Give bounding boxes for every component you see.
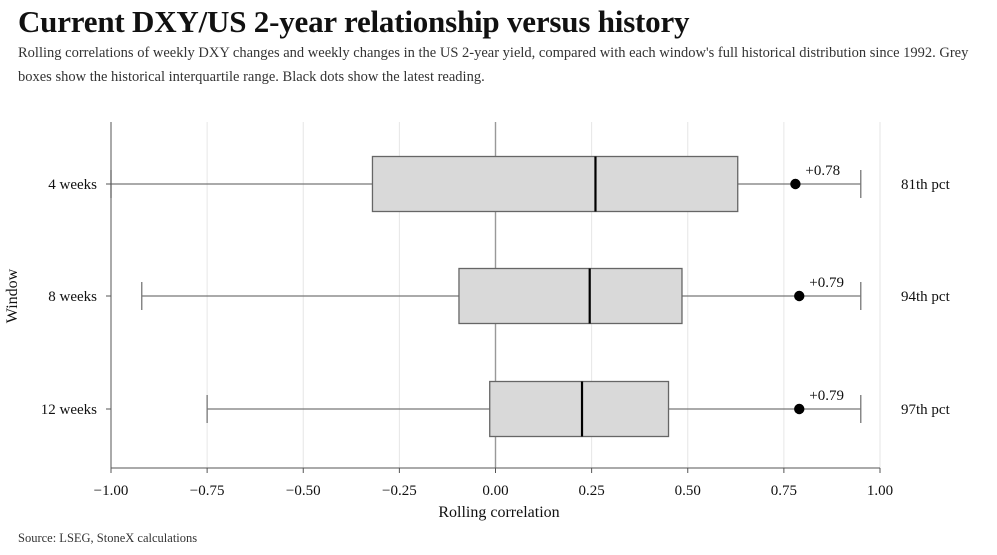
- iqr-box: [489, 380, 670, 438]
- percentile-label: 81th pct: [901, 177, 951, 193]
- box-layer: +0.78 81th pct +0.79 94th pct +0.79 97th pct: [110, 155, 951, 438]
- percentile-label: 97th pct: [901, 402, 951, 418]
- latest-reading-label: +0.79: [809, 275, 844, 291]
- latest-reading-dot: [794, 403, 805, 415]
- x-tick-label: −0.25: [382, 483, 417, 499]
- latest-reading-label: +0.78: [805, 163, 840, 179]
- iqr-box: [371, 155, 739, 213]
- x-tick-label: 0.00: [482, 483, 508, 499]
- x-tick-label: −0.75: [190, 483, 225, 499]
- chart-title: Current DXY/US 2-year relationship versu…: [18, 4, 690, 39]
- latest-reading-dot: [790, 178, 801, 190]
- x-tick-label: 0.25: [579, 483, 605, 499]
- x-tick-label: 0.75: [771, 483, 797, 499]
- x-tick-label: −0.50: [286, 483, 321, 499]
- y-tick-label: 8 weeks: [48, 289, 97, 305]
- axis-layer: −1.00 −0.75 −0.50 −0.25 0.00 0.25 0.50 0.75 1.00…: [41, 122, 893, 499]
- x-axis-title: Rolling correlation: [438, 504, 559, 521]
- chart-subtitle: Rolling correlations of weekly DXY chang…: [18, 45, 969, 85]
- source-note: Source: LSEG, StoneX calculations: [18, 531, 198, 545]
- y-tick-label: 12 weeks: [41, 402, 97, 418]
- latest-reading-label: +0.79: [809, 388, 844, 404]
- latest-reading-dot: [794, 290, 805, 302]
- x-tick-label: −1.00: [94, 483, 129, 499]
- y-tick-label: 4 weeks: [48, 177, 97, 193]
- percentile-label: 94th pct: [901, 289, 951, 305]
- iqr-box: [458, 267, 683, 325]
- x-tick-label: 1.00: [867, 483, 893, 499]
- y-axis-title: Window: [4, 268, 21, 323]
- x-tick-label: 0.50: [675, 483, 701, 499]
